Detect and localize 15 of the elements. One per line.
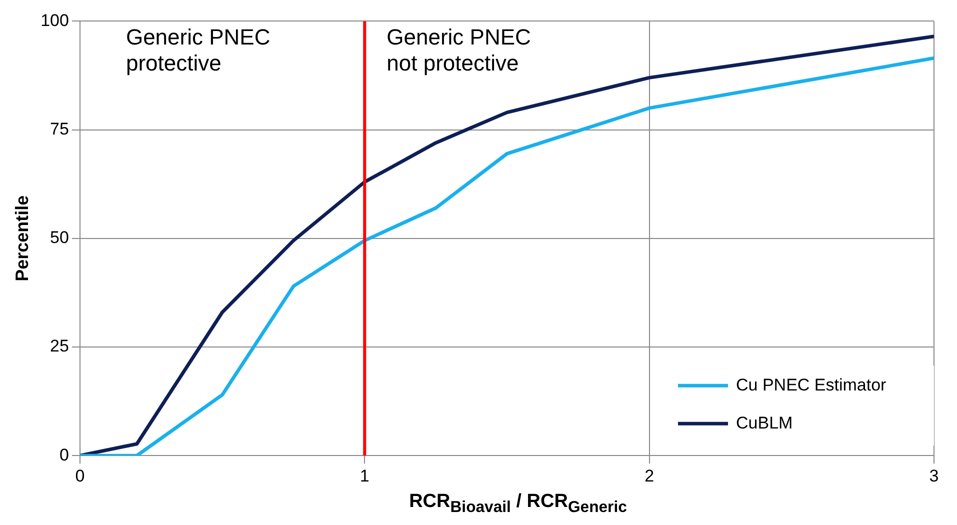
annotation: Generic PNEC not protective (386, 24, 532, 76)
y-tick-label: 25 (50, 336, 69, 356)
y-tick-label: 75 (50, 119, 69, 138)
y-tick-label: 0 (59, 445, 69, 464)
legend-label: Cu PNEC Estimator (736, 375, 887, 394)
x-tick-label: 0 (75, 466, 85, 486)
x-tick-label: 3 (929, 466, 939, 486)
x-tick-label: 1 (360, 466, 370, 486)
y-axis-title: Percentile (12, 195, 32, 282)
y-tick-label: 100 (40, 10, 69, 30)
x-axis-title: RCR$_{Bioavail}$ / RCR$_{Generic}$ (408, 490, 628, 518)
y-tick-label: 50 (50, 228, 69, 248)
legend-label: CuBLM (736, 413, 793, 432)
annotation: Generic PNEC protective (126, 24, 270, 76)
x-tick-label: 2 (644, 466, 654, 486)
